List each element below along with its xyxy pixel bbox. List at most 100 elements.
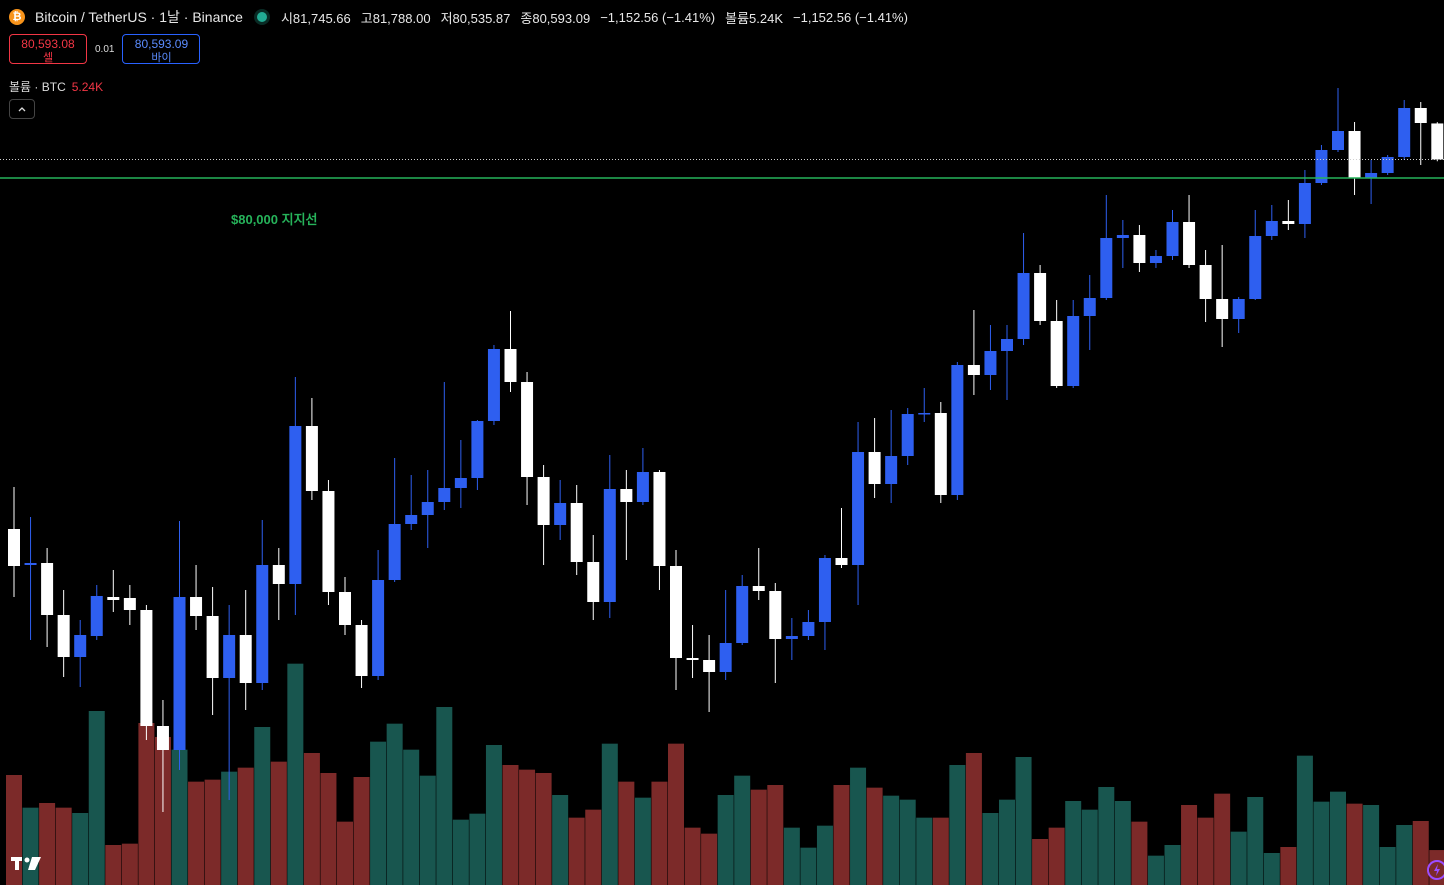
trade-panel: 80,593.08 셀 0.01 80,593.09 바이	[9, 34, 201, 64]
candle-body	[74, 635, 87, 657]
volume-bar	[1313, 801, 1330, 885]
volume-bar	[816, 825, 833, 885]
ohlc-high: 고81,788.00	[361, 8, 431, 27]
volume-bar	[833, 785, 850, 885]
candle-body	[1414, 108, 1427, 123]
ohlc-close: 종80,593.09	[520, 8, 590, 27]
volume-bar	[601, 743, 618, 885]
candle-body	[736, 586, 749, 643]
volume-bar	[1131, 821, 1148, 885]
candle-body	[918, 413, 931, 415]
candle-body	[587, 562, 600, 602]
volume-legend-value: 5.24K	[71, 80, 104, 94]
candle-body	[24, 563, 37, 565]
candle-body	[1216, 299, 1229, 319]
volume-bar	[668, 743, 684, 885]
volume-bar	[1065, 801, 1082, 885]
volume-bar	[701, 833, 718, 885]
collapse-button[interactable]	[9, 99, 35, 119]
volume-bar	[1048, 827, 1065, 885]
ohlc-value: 81,745.66	[292, 10, 351, 26]
candle-body	[504, 349, 517, 382]
candle-body	[107, 597, 120, 600]
candle-body	[835, 558, 848, 565]
symbol-header: ₿ Bitcoin / TetherUS · 1날 · Binance 시81,…	[9, 7, 908, 27]
candle-body	[1166, 222, 1179, 256]
volume-bar	[237, 767, 254, 885]
volume-bar	[519, 769, 536, 885]
candle-body	[1431, 123, 1444, 160]
ohlc-label: 종	[520, 10, 533, 26]
candle-body	[1067, 316, 1080, 386]
sell-button[interactable]: 80,593.08 셀	[9, 34, 87, 64]
candle-body	[1298, 183, 1311, 224]
volume-bar	[850, 767, 867, 885]
candle-body	[1398, 108, 1411, 157]
volume-bar	[783, 827, 800, 885]
candle-body	[239, 635, 252, 683]
candle-body	[339, 592, 351, 625]
volume-bar	[254, 727, 271, 885]
sell-price: 80,593.08	[21, 37, 75, 51]
volume-bar	[171, 749, 188, 885]
candle-body	[1232, 299, 1245, 319]
volume-legend: 볼륨 · BTC 5.24K	[9, 78, 103, 95]
ohlc-label: 고	[360, 10, 373, 26]
volume-bar	[1032, 839, 1049, 885]
volume-bar	[1412, 821, 1429, 885]
volume-bar	[105, 845, 122, 885]
change: −1,152.56 (−1.41%)	[600, 9, 716, 25]
candle-body	[885, 456, 898, 484]
candle-body	[1199, 265, 1212, 299]
candle-body	[1001, 339, 1013, 351]
candle-body	[1348, 131, 1361, 178]
volume-bar	[1363, 805, 1380, 885]
volume-bar	[982, 813, 999, 885]
candle-body	[1034, 273, 1047, 321]
candle-body	[206, 616, 219, 678]
volume-value: 5.24K	[749, 10, 784, 26]
sell-label: 셀	[42, 52, 54, 64]
candle-body	[487, 349, 500, 421]
candle-body	[90, 596, 103, 636]
volume-bar	[568, 817, 585, 885]
volume-change: −1,152.56 (−1.41%)	[793, 9, 908, 25]
candle-body	[272, 565, 285, 584]
volume-bar	[1280, 847, 1297, 885]
volume-bar	[386, 723, 403, 885]
candle-body	[670, 566, 682, 658]
candle-body	[388, 524, 401, 580]
candle-body	[603, 489, 616, 602]
alert-icon[interactable]	[1427, 860, 1444, 880]
volume-bar	[221, 771, 238, 885]
candle-body	[802, 622, 815, 636]
volume-bar	[750, 789, 767, 885]
candle-body	[322, 491, 335, 592]
candle-body	[471, 421, 484, 478]
volume-bar	[1197, 817, 1214, 885]
candle-body	[653, 472, 666, 566]
volume-bar	[1346, 803, 1363, 885]
volume-bar	[734, 775, 751, 885]
candle-body	[1249, 236, 1262, 299]
volume-bar	[22, 807, 39, 885]
price-layer: $80,000 지지선	[0, 88, 1444, 812]
candle-body	[967, 365, 980, 375]
ohlc-open: 시81,745.66	[281, 8, 351, 27]
candle-body	[719, 643, 732, 672]
volume-bar	[1181, 805, 1198, 885]
symbol[interactable]: Bitcoin / TetherUS · 1날 · Binance	[35, 9, 243, 25]
volume-bar	[1081, 809, 1098, 885]
volume-bar	[287, 663, 304, 885]
candle-body	[1183, 222, 1196, 265]
candle-body	[951, 365, 964, 495]
volume-bar	[1230, 831, 1247, 885]
support-label: $80,000 지지선	[231, 212, 317, 227]
candle-body	[405, 515, 418, 524]
volume-bar	[337, 821, 353, 885]
volume-bar	[552, 795, 569, 885]
buy-button[interactable]: 80,593.09 바이	[122, 34, 201, 64]
candle-body	[1365, 173, 1378, 178]
volume-field: 볼륨5.24K	[725, 8, 783, 27]
